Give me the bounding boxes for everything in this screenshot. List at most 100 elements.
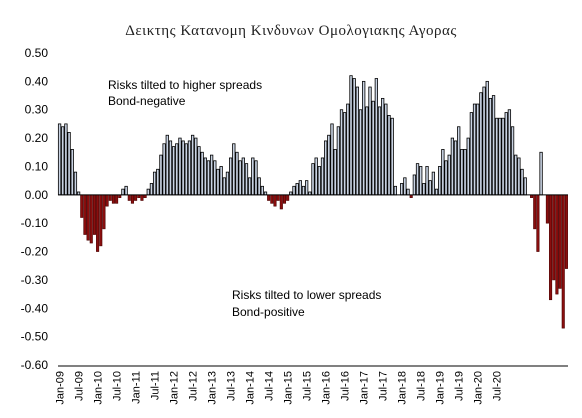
- bar: [320, 157, 325, 196]
- bar-series: [57, 75, 568, 329]
- bar: [438, 166, 442, 196]
- bar: [244, 163, 249, 196]
- bar: [422, 183, 426, 196]
- bar: [371, 100, 375, 196]
- bar: [330, 123, 334, 196]
- bar: [317, 166, 321, 196]
- bar: [488, 97, 493, 196]
- y-tick-label: -0.50: [21, 330, 49, 344]
- bar: [374, 78, 378, 196]
- bar: [228, 157, 233, 196]
- bar: [267, 194, 271, 201]
- bar: [536, 194, 540, 252]
- bar: [222, 177, 226, 196]
- bar: [463, 149, 467, 196]
- bar: [425, 166, 429, 196]
- bar: [64, 123, 68, 196]
- bar: [514, 154, 518, 196]
- x-tick-label: Jan-11: [131, 371, 143, 404]
- x-tick-label: Jul-11: [150, 371, 162, 400]
- bar: [251, 157, 255, 196]
- bar: [80, 194, 84, 218]
- annotation-bond-positive: Bond-positive: [232, 305, 305, 319]
- bar: [539, 151, 543, 196]
- bar: [327, 134, 331, 196]
- y-tick-label: 0.30: [25, 103, 49, 117]
- bar: [517, 157, 521, 196]
- bar: [352, 78, 356, 196]
- bar: [159, 154, 163, 196]
- bar: [387, 115, 391, 196]
- bar: [165, 134, 169, 196]
- bar: [241, 157, 245, 196]
- bar: [162, 143, 166, 196]
- bar: [491, 95, 496, 196]
- bar: [365, 106, 369, 196]
- bar: [393, 185, 397, 196]
- bar: [70, 149, 74, 196]
- bar: [533, 194, 537, 230]
- bar: [485, 80, 489, 196]
- bar: [295, 183, 299, 196]
- bar: [453, 140, 458, 196]
- bar: [105, 194, 109, 207]
- bar: [510, 126, 515, 196]
- bar: [362, 80, 366, 196]
- x-tick-label: Jan-12: [169, 371, 181, 405]
- bar: [523, 177, 527, 196]
- bar: [276, 194, 280, 201]
- bar: [254, 160, 258, 196]
- bar: [434, 188, 439, 196]
- x-tick-label: Jan-19: [435, 371, 447, 405]
- bar: [460, 149, 464, 196]
- bar: [466, 137, 470, 196]
- bar: [305, 180, 309, 196]
- bar: [520, 168, 524, 196]
- bar: [349, 75, 353, 196]
- bar: [381, 97, 385, 196]
- bar: [181, 140, 185, 196]
- bar: [235, 151, 239, 196]
- bar: [472, 103, 477, 196]
- bar: [238, 160, 242, 196]
- bar: [200, 151, 204, 196]
- bar: [301, 185, 306, 196]
- y-tick-label: -0.60: [21, 358, 49, 372]
- bar: [260, 185, 264, 196]
- x-tick-label: Jul-12: [188, 371, 200, 401]
- x-tick-label: Jan-18: [397, 371, 409, 405]
- bar: [146, 188, 150, 196]
- x-tick-label: Jul-19: [454, 371, 466, 401]
- bar: [479, 92, 483, 196]
- x-tick-label: Jan-20: [473, 371, 485, 405]
- bar: [428, 180, 432, 196]
- bar: [336, 126, 340, 196]
- y-tick-label: -0.20: [21, 245, 49, 259]
- y-axis: 0.50 0.40 0.30 0.20 0.10 0.00 -0.10 -0.20 -0.30 -…: [21, 46, 49, 372]
- x-tick-label: Jul-09: [74, 371, 86, 401]
- bar: [108, 194, 112, 201]
- bar: [504, 112, 508, 196]
- bar: [197, 146, 201, 196]
- bar: [564, 194, 568, 269]
- bar: [441, 149, 445, 196]
- bar: [324, 140, 328, 196]
- x-tick-label: Jan-16: [321, 371, 333, 405]
- bar: [99, 194, 103, 247]
- bar: [92, 194, 96, 235]
- x-tick-label: Jan-09: [55, 371, 67, 405]
- bar: [156, 168, 160, 196]
- bar: [149, 183, 154, 196]
- annotation-higher-spreads: Risks tilted to higher spreads: [108, 78, 262, 92]
- bar: [314, 157, 318, 196]
- bar: [175, 143, 179, 196]
- bar: [498, 117, 502, 196]
- bar: [121, 188, 125, 196]
- y-tick-label: -0.30: [21, 273, 49, 287]
- bar: [377, 106, 382, 196]
- x-tick-label: Jul-16: [340, 371, 352, 401]
- bar: [203, 157, 207, 196]
- bar: [248, 177, 252, 196]
- bar: [206, 160, 211, 196]
